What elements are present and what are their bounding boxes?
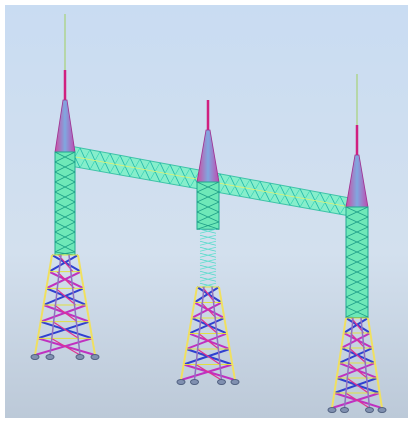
- member: [188, 317, 225, 335]
- structure: [30, 14, 387, 413]
- column: [196, 181, 220, 230]
- member: [331, 392, 380, 409]
- member: [345, 246, 369, 258]
- member: [34, 337, 93, 356]
- member: [199, 317, 218, 334]
- member: [40, 304, 87, 323]
- member: [345, 216, 369, 228]
- member: [34, 254, 53, 356]
- support: [30, 354, 40, 360]
- member: [54, 221, 76, 233]
- member: [56, 271, 75, 289]
- member: [196, 181, 220, 193]
- support: [377, 407, 387, 413]
- member: [180, 286, 198, 381]
- member: [54, 151, 76, 163]
- member: [54, 241, 76, 253]
- member: [338, 347, 374, 364]
- member: [199, 276, 217, 282]
- member: [193, 286, 220, 304]
- member: [199, 270, 217, 276]
- member: [54, 231, 76, 243]
- member: [196, 201, 220, 213]
- member: [196, 191, 220, 203]
- member: [347, 362, 368, 379]
- member: [198, 333, 220, 350]
- member: [346, 377, 369, 394]
- member: [336, 362, 376, 379]
- member: [199, 258, 217, 264]
- support: [176, 379, 186, 385]
- member: [199, 252, 217, 258]
- member: [54, 191, 76, 203]
- member: [54, 181, 76, 193]
- member: [37, 320, 90, 340]
- member: [193, 286, 205, 381]
- member: [54, 161, 76, 173]
- member: [345, 276, 369, 288]
- member: [51, 337, 81, 356]
- member: [218, 286, 236, 381]
- member: [199, 246, 217, 252]
- member: [345, 226, 369, 238]
- support: [190, 379, 199, 385]
- member: [45, 270, 82, 290]
- member: [345, 206, 369, 218]
- member: [200, 302, 217, 319]
- member: [345, 306, 369, 318]
- member: [191, 301, 223, 319]
- member: [54, 201, 76, 213]
- member: [360, 317, 371, 409]
- member: [196, 211, 220, 223]
- member: [49, 254, 62, 356]
- member: [345, 266, 369, 278]
- member: [199, 264, 217, 270]
- member: [196, 348, 221, 365]
- member: [199, 234, 217, 240]
- member: [345, 256, 369, 268]
- support: [365, 407, 374, 413]
- column: [345, 206, 369, 319]
- member: [48, 254, 79, 273]
- support: [217, 379, 226, 385]
- member: [348, 347, 367, 364]
- support: [327, 407, 337, 413]
- support: [340, 407, 349, 413]
- member: [180, 363, 233, 381]
- member: [195, 363, 222, 381]
- member: [43, 287, 85, 306]
- support: [75, 354, 85, 360]
- member: [340, 332, 371, 349]
- member: [211, 286, 223, 381]
- member: [183, 348, 230, 366]
- member: [68, 254, 81, 356]
- member: [343, 317, 369, 334]
- member: [199, 228, 217, 234]
- member: [345, 236, 369, 248]
- support: [90, 354, 100, 360]
- member: [52, 321, 79, 339]
- member: [196, 221, 220, 230]
- member: [185, 332, 228, 350]
- member: [345, 286, 369, 298]
- member: [54, 171, 76, 183]
- member: [367, 317, 383, 409]
- member: [55, 287, 77, 306]
- member: [54, 211, 76, 223]
- member: [349, 332, 366, 349]
- member: [331, 317, 347, 409]
- member: [345, 392, 370, 409]
- support: [230, 379, 240, 385]
- member: [77, 254, 96, 356]
- member: [345, 296, 369, 308]
- support: [45, 354, 55, 360]
- member: [343, 317, 354, 409]
- member: [199, 240, 217, 246]
- member: [334, 377, 378, 394]
- member: [53, 304, 78, 323]
